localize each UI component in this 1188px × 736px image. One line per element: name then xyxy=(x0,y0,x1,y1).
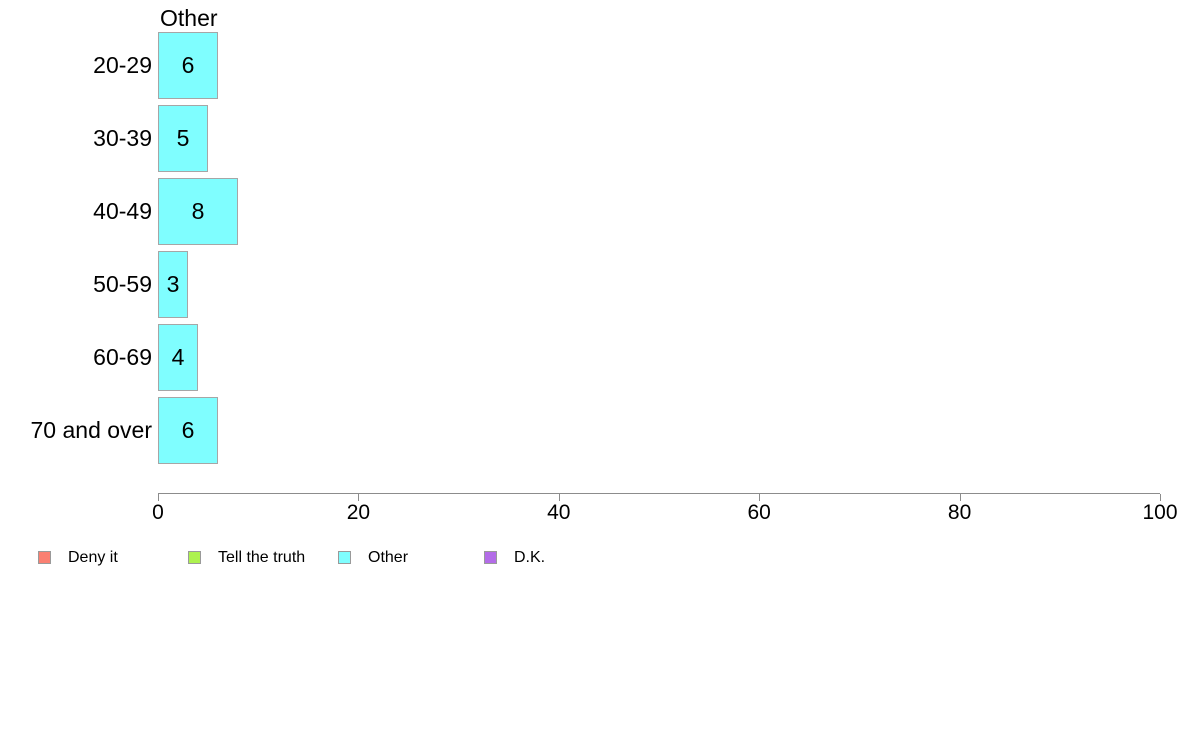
legend-label: Tell the truth xyxy=(218,549,306,566)
bar-60-69[interactable] xyxy=(158,324,199,391)
legend-label: Deny it xyxy=(68,549,118,566)
chart-title: Other xyxy=(160,5,218,31)
category-label-50-59: 50-59 xyxy=(93,271,152,297)
x-axis-tick xyxy=(558,494,560,501)
x-axis-tick xyxy=(1160,494,1161,501)
bar-30-39[interactable] xyxy=(158,105,209,172)
bar-50-59[interactable] xyxy=(158,251,189,318)
x-axis-tick-label: 0 xyxy=(152,501,164,524)
bar-row: 6 xyxy=(158,397,219,464)
bar-70-and-over[interactable] xyxy=(158,397,219,464)
x-axis-tick xyxy=(959,494,961,501)
legend-swatch-icon xyxy=(38,551,51,564)
legend-swatch-icon xyxy=(484,551,497,564)
bar-row: 4 xyxy=(158,324,199,391)
chart-legend: Deny it Tell the truth Other D.K. xyxy=(0,548,1188,572)
x-axis-tick-label: 100 xyxy=(1142,501,1178,524)
legend-swatch-icon xyxy=(188,551,201,564)
category-label-20-29: 20-29 xyxy=(93,52,152,78)
x-axis-tick-label: 40 xyxy=(547,501,571,524)
category-label-30-39: 30-39 xyxy=(93,125,152,151)
bar-row: 6 xyxy=(158,32,219,99)
category-label-60-69: 60-69 xyxy=(93,344,152,370)
bar-20-29[interactable] xyxy=(158,32,219,99)
category-label-70-and-over: 70 and over xyxy=(30,417,152,443)
x-axis-tick-label: 20 xyxy=(346,501,371,524)
bar-row: 3 xyxy=(158,251,189,318)
bar-40-49[interactable] xyxy=(158,178,239,245)
category-label-40-49: 40-49 xyxy=(93,198,152,224)
x-axis-tick-label: 60 xyxy=(747,501,771,524)
x-axis-tick xyxy=(158,494,159,501)
x-axis-tick-label: 80 xyxy=(947,501,972,524)
bar-row: 5 xyxy=(158,105,209,172)
legend-label: Other xyxy=(368,549,409,566)
x-axis-tick xyxy=(759,494,761,501)
legend-swatch-icon xyxy=(338,551,351,564)
x-axis-tick xyxy=(358,494,360,501)
bar-row: 8 xyxy=(158,178,239,245)
x-axis-line xyxy=(158,493,1160,494)
legend-label: D.K. xyxy=(514,549,546,566)
